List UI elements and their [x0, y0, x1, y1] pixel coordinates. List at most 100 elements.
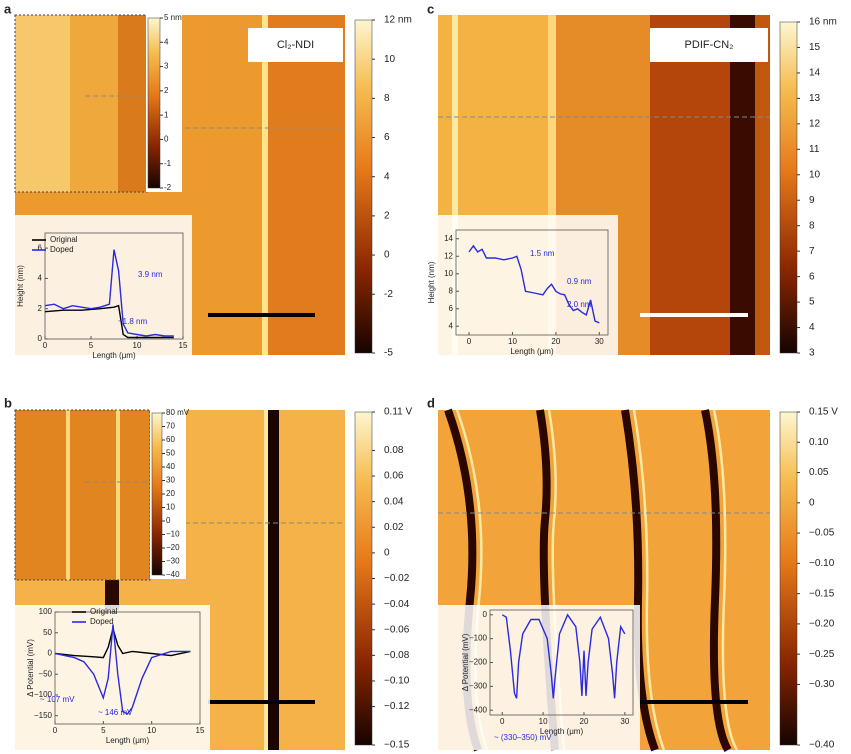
colorbar-tick-label: 12 [809, 118, 821, 129]
annotation: 0.9 nm [567, 277, 592, 286]
x-tick-label: 10 [133, 341, 142, 350]
x-tick-label: 10 [147, 726, 156, 735]
colorbar-tick-label: −0.06 [384, 624, 410, 635]
colorbar-tick-label: −0.20 [809, 619, 835, 630]
colorbar-tick-label: 2 [384, 211, 390, 222]
y-tick-label: −100 [469, 634, 488, 643]
colorbar-tick-label: 3 [809, 348, 815, 359]
plot-frame [44, 232, 184, 340]
annotation: ~ (330–350) mV [494, 733, 552, 742]
colorbar-tick-label: -2 [384, 289, 393, 300]
profile-line [44, 304, 174, 339]
colorbar-tick-label: −0.10 [384, 676, 410, 687]
y-tick-label: −50 [38, 669, 52, 678]
colorbar-tick-label: 20 [166, 489, 175, 498]
colorbar-tick-label: 0.02 [384, 522, 404, 533]
x-tick-label: 10 [539, 717, 548, 726]
inset-background [15, 215, 192, 355]
colorbar-tick-label: −0.08 [384, 650, 410, 661]
y-tick-label: 10 [444, 269, 453, 278]
colorbar-tick-label: 10 [809, 169, 821, 180]
colorbar-tick-label: −0.02 [384, 573, 410, 584]
colorbar-tick-label: −0.15 [809, 588, 835, 599]
colorbar-tick-label: 4 [809, 322, 815, 333]
y-tick-label: 6 [38, 243, 43, 252]
title-box [650, 28, 768, 62]
y-tick-label: 14 [444, 234, 453, 243]
y-axis-title: Δ Potential (mV) [26, 639, 35, 697]
colorbar-tick-label: 5 [809, 297, 815, 308]
legend-label: Doped [50, 245, 74, 254]
colorbar-tick-label: 6 [809, 271, 815, 282]
colorbar-tick-label: 0.04 [384, 496, 404, 507]
x-tick-label: 20 [551, 337, 560, 346]
colorbar-tick-label: 30 [166, 476, 175, 485]
y-tick-label: 0 [483, 610, 488, 619]
inset-background [438, 215, 618, 355]
colorbar-tick-label: 9 [809, 195, 815, 206]
x-tick-label: 30 [595, 337, 604, 346]
profile-line [54, 625, 191, 659]
colorbar-tick-label: 6 [384, 132, 390, 143]
x-tick-label: 0 [53, 726, 58, 735]
colorbar [354, 19, 373, 354]
x-tick-label: 0 [467, 337, 472, 346]
y-tick-label: −300 [469, 681, 488, 690]
colorbar [779, 21, 798, 354]
y-tick-label: 6 [449, 304, 454, 313]
annotation: 3.9 nm [138, 270, 163, 279]
y-tick-label: 0 [38, 334, 43, 343]
colorbar-tick-label: 70 [166, 422, 175, 431]
colorbar-tick-label: 60 [166, 435, 175, 444]
colorbar-tick-label: −0.15 [384, 740, 410, 751]
x-tick-label: 0 [43, 341, 48, 350]
colorbar-tick-label: 8 [384, 93, 390, 104]
colorbar-tick-label: 0 [384, 250, 390, 261]
colorbar-tick-label: 0 [809, 497, 815, 508]
colorbar-tick-label: 0.11 V [384, 407, 412, 418]
colorbar-tick-label: 15 [809, 42, 821, 53]
y-tick-label: 50 [43, 628, 52, 637]
colorbar-tick-label: -5 [384, 348, 393, 359]
colorbar-tick-label: 80 mV [166, 408, 190, 417]
panel-label: b [4, 395, 12, 410]
panel-label: a [4, 1, 12, 16]
annotation: ~ 146 mV [98, 708, 133, 717]
profile-line [54, 624, 191, 715]
colorbar-tick-label: 8 [809, 220, 815, 231]
colorbar-tick-label: 0 [384, 548, 390, 559]
image-title: PDIF-CN₂ [685, 39, 734, 51]
plot-frame [54, 611, 201, 725]
colorbar-tick-label: 2 [164, 86, 169, 95]
y-tick-label: −400 [469, 705, 488, 714]
colorbar-tick-label: −10 [166, 530, 180, 539]
x-tick-label: 5 [101, 726, 106, 735]
legend-label: Original [90, 607, 118, 616]
colorbar-tick-label: 5 nm [164, 13, 182, 22]
image-title: Cl₂-NDI [277, 39, 314, 51]
colorbar-tick-label: 50 [166, 449, 175, 458]
y-tick-label: 8 [449, 286, 454, 295]
profile-line [501, 613, 626, 699]
annotation: 1.5 nm [530, 249, 555, 258]
title-box [248, 28, 343, 62]
y-tick-label: 12 [444, 251, 453, 260]
colorbar-tick-label: 0.15 V [809, 407, 838, 418]
annotation: ~ 107 mV [40, 695, 75, 704]
legend-label: Doped [90, 617, 114, 626]
colorbar-tick-label: 0 [164, 135, 169, 144]
y-tick-label: 100 [39, 607, 53, 616]
x-tick-label: 20 [580, 717, 589, 726]
x-axis-title: Length (μm) [92, 351, 136, 360]
colorbar-tick-label: −0.12 [384, 701, 410, 712]
colorbar [354, 411, 373, 746]
inset-background [438, 605, 640, 750]
annotation: 2.0 nm [567, 300, 592, 309]
colorbar-tick-label: 7 [809, 246, 815, 257]
y-axis-title: Height (nm) [16, 265, 25, 307]
colorbar-tick-label: 3 [164, 62, 169, 71]
y-tick-label: 2 [38, 304, 43, 313]
x-axis-title: Length (μm) [510, 347, 554, 356]
colorbar [779, 411, 798, 746]
colorbar-tick-label: −0.25 [809, 649, 835, 660]
